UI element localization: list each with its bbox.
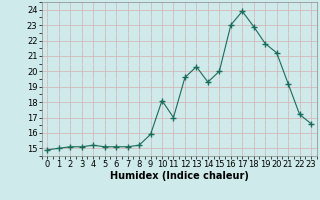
X-axis label: Humidex (Indice chaleur): Humidex (Indice chaleur) [110, 171, 249, 181]
